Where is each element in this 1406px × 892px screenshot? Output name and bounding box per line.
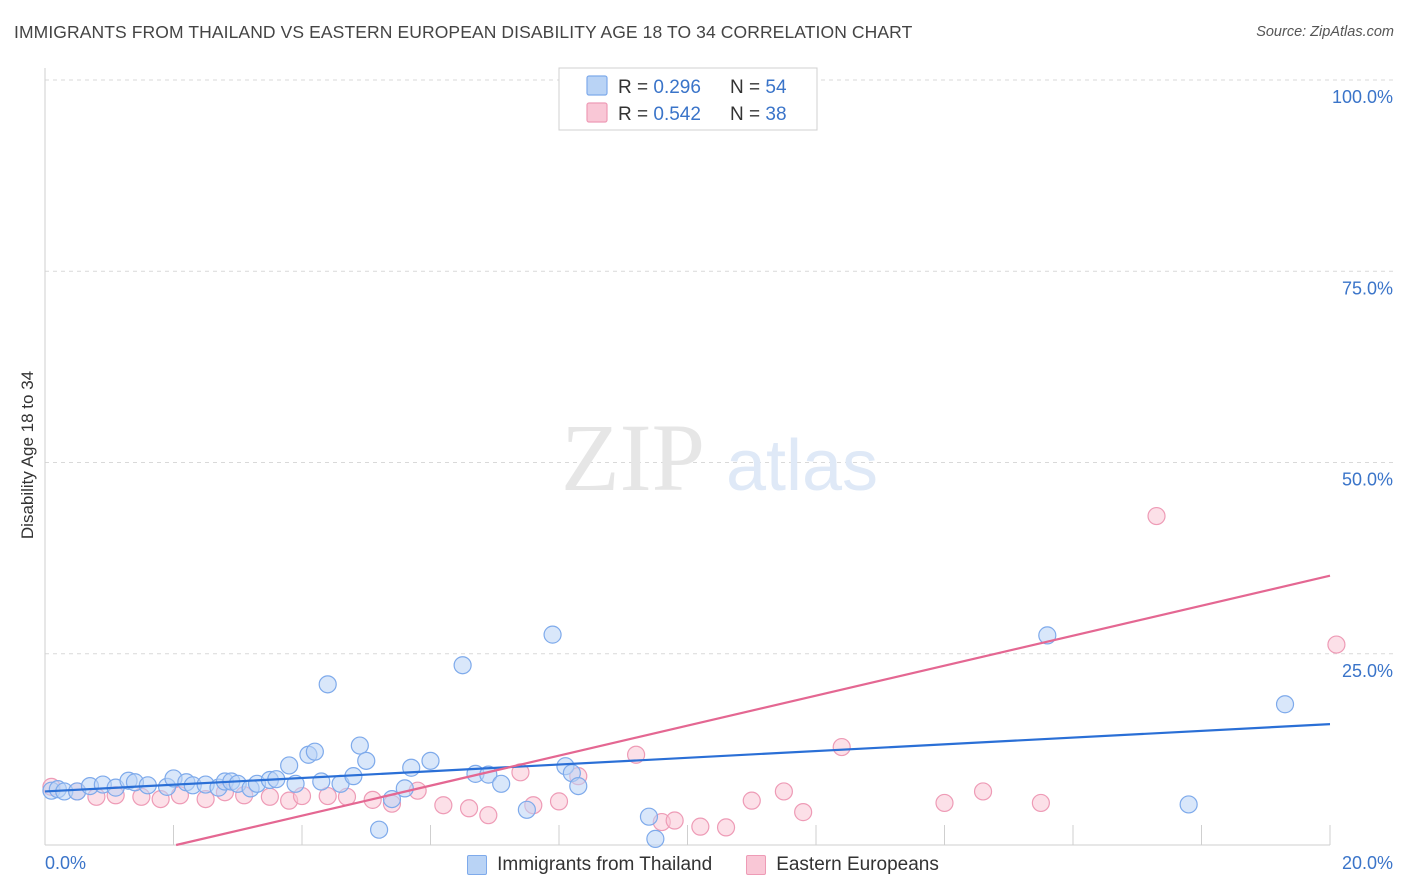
- y-tick-labels: 25.0% 50.0% 75.0% 100.0%: [1332, 87, 1393, 681]
- thailand-point: [280, 756, 299, 775]
- legend-n-value-2: 38: [765, 104, 786, 125]
- legend-item-thailand[interactable]: Immigrants from Thailand: [467, 854, 712, 876]
- eastern-europeans-point: [794, 803, 813, 822]
- thailand-point: [421, 751, 440, 770]
- legend-swatch-blue: [586, 75, 608, 96]
- legend-swatch-pink: [586, 102, 608, 123]
- eastern-europeans-point: [935, 793, 954, 813]
- x-tick-label-min: 0.0%: [45, 853, 86, 873]
- thailand-point: [395, 779, 414, 798]
- legend-n-label-2: N =: [730, 104, 765, 125]
- eastern-europeans-point: [716, 818, 736, 837]
- thailand-point: [1275, 695, 1295, 714]
- stats-legend: R = 0.296 N = 54 R = 0.542 N = 38: [558, 67, 818, 131]
- watermark-zip: ZIP: [561, 404, 705, 511]
- y-tick-label: 100.0%: [1332, 87, 1393, 107]
- legend-r-label-1: R =: [618, 77, 653, 98]
- y-tick-label: 50.0%: [1342, 470, 1393, 490]
- thailand-point: [370, 820, 389, 839]
- thailand-point: [350, 736, 369, 755]
- thailand-point: [402, 758, 421, 777]
- svg-text:R = 0.296: R = 0.296: [618, 77, 701, 98]
- legend-n-label-1: N =: [730, 77, 765, 98]
- eastern-europeans-point: [1147, 506, 1166, 526]
- series-legend: Immigrants from Thailand Eastern Europea…: [0, 852, 1406, 878]
- source-credit: Source: ZipAtlas.com: [1256, 24, 1394, 40]
- thailand-point: [453, 656, 472, 675]
- thailand-point: [492, 774, 511, 793]
- legend-swatch-thailand: [467, 855, 488, 875]
- legend-r-label-2: R =: [618, 104, 653, 125]
- eastern-europeans-trend-line: [175, 574, 1331, 847]
- eastern-europeans-point: [973, 782, 993, 801]
- thailand-point: [318, 675, 337, 694]
- thailand-point: [312, 772, 331, 791]
- thailand-point: [357, 751, 376, 770]
- legend-r-value-2: 0.542: [653, 104, 701, 125]
- eastern-europeans-point: [1031, 793, 1050, 813]
- thailand-point: [646, 829, 665, 848]
- thailand-point: [639, 807, 659, 826]
- thailand-points: [42, 625, 1295, 848]
- eastern-europeans-point: [626, 745, 646, 764]
- thailand-trend-line: [44, 723, 1331, 793]
- eastern-europeans-point: [434, 796, 453, 815]
- thailand-point: [569, 776, 588, 796]
- eastern-europeans-point: [691, 817, 710, 836]
- axes: [44, 68, 1331, 846]
- eastern-europeans-point: [832, 737, 851, 757]
- y-axis-label: Disability Age 18 to 34: [18, 371, 37, 539]
- thailand-point: [1179, 795, 1198, 814]
- y-tick-label: 25.0%: [1342, 661, 1393, 681]
- eastern-europeans-point: [742, 791, 761, 810]
- legend-n-value-1: 54: [765, 77, 787, 98]
- eastern-europeans-point: [479, 806, 498, 825]
- thailand-point: [517, 800, 536, 819]
- eastern-europeans-point: [260, 787, 279, 806]
- eastern-europeans-point: [774, 782, 793, 801]
- legend-label-thailand: Immigrants from Thailand: [497, 854, 713, 875]
- thailand-point: [543, 625, 562, 644]
- x-tick-label-max: 20.0%: [1342, 853, 1393, 873]
- legend-item-eastern-europeans[interactable]: Eastern Europeans: [746, 854, 939, 876]
- eastern-europeans-point: [459, 799, 479, 818]
- legend-r-value-1: 0.296: [653, 77, 701, 98]
- thailand-point: [305, 742, 324, 761]
- grid-lines: [45, 79, 1395, 655]
- chart-title: IMMIGRANTS FROM THAILAND VS EASTERN EURO…: [14, 22, 913, 42]
- eastern-europeans-point: [1327, 635, 1346, 654]
- svg-text:R = 0.542: R = 0.542: [618, 104, 701, 125]
- legend-swatch-eastern-europeans: [746, 855, 767, 875]
- legend-label-eastern-europeans: Eastern Europeans: [776, 854, 939, 875]
- y-tick-label: 75.0%: [1342, 278, 1393, 298]
- watermark: ZIP atlas: [561, 404, 878, 511]
- watermark-atlas: atlas: [726, 426, 878, 506]
- eastern-europeans-point: [665, 811, 684, 830]
- svg-text:N = 54: N = 54: [730, 77, 787, 98]
- eastern-europeans-point: [549, 792, 569, 811]
- trend-lines: [44, 574, 1331, 847]
- svg-text:N = 38: N = 38: [730, 104, 787, 125]
